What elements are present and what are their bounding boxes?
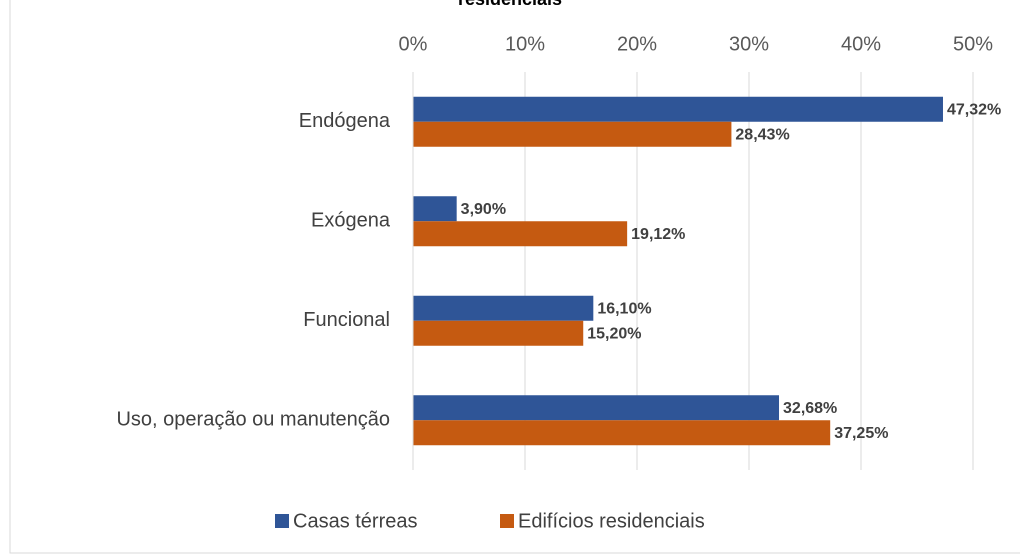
x-tick-label: 20% [617, 33, 657, 55]
y-tick-label: Exógena [311, 210, 391, 232]
data-label: 37,25% [834, 425, 888, 442]
legend-label: Casas térreas [293, 510, 418, 532]
bar [413, 395, 780, 421]
bar [413, 295, 594, 321]
legend-swatch [500, 514, 514, 528]
data-label: 47,32% [947, 101, 1001, 118]
data-label: 3,90% [461, 201, 506, 218]
data-label: 19,12% [631, 226, 685, 243]
data-label: 32,68% [783, 400, 837, 417]
chart-border [9, 0, 1020, 554]
bar [413, 320, 584, 346]
x-tick-label: 10% [505, 33, 545, 55]
bar [413, 420, 831, 446]
y-tick-label: Funcional [303, 309, 390, 331]
bar [413, 96, 943, 122]
x-tick-label: 50% [953, 33, 993, 55]
data-label: 28,43% [735, 126, 789, 143]
data-label: 15,20% [587, 325, 641, 342]
data-label: 16,10% [597, 300, 651, 317]
x-tick-label: 30% [729, 33, 769, 55]
bar [413, 221, 628, 247]
x-tick-label: 40% [841, 33, 881, 55]
legend-swatch [275, 514, 289, 528]
chart-title: residenciais [458, 0, 562, 9]
legend-label: Edifícios residenciais [518, 510, 705, 532]
x-tick-label: 0% [399, 33, 428, 55]
y-tick-label: Uso, operação ou manutenção [116, 409, 390, 431]
bar [413, 121, 732, 147]
bar [413, 196, 457, 222]
y-tick-label: Endógena [299, 110, 391, 132]
